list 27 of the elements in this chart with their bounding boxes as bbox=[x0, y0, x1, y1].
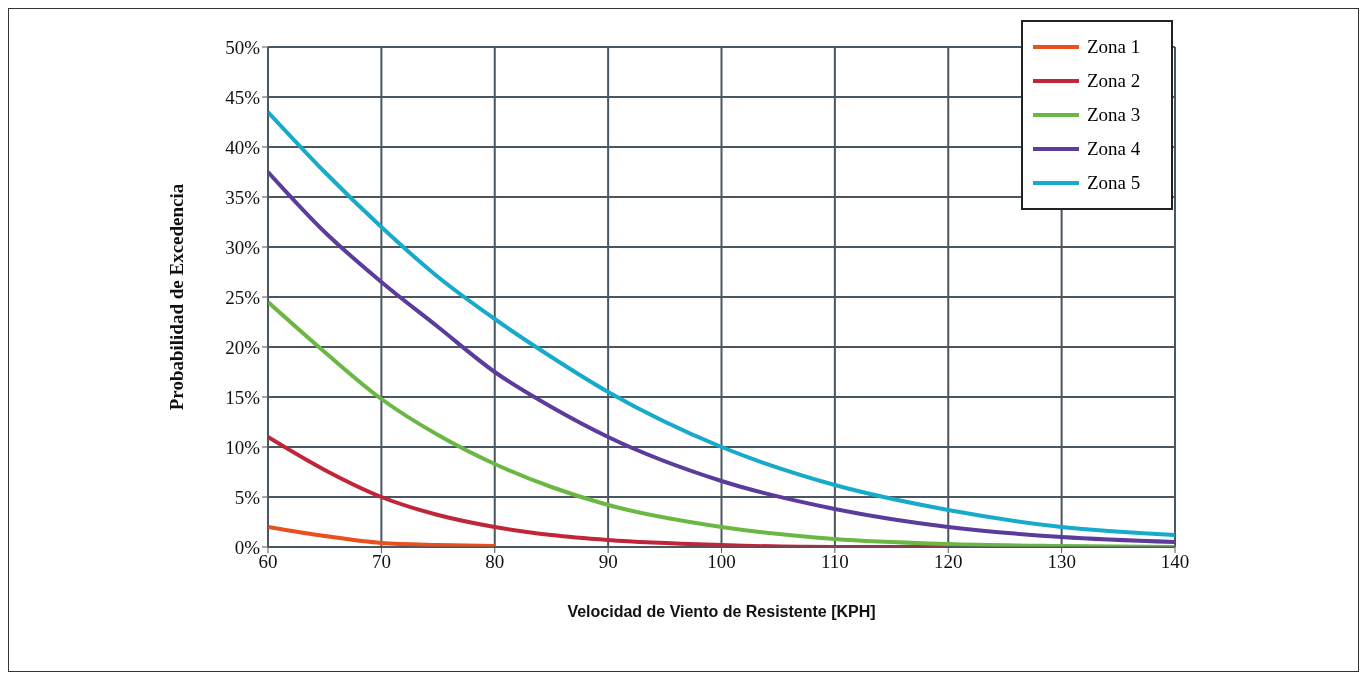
legend-label: Zona 1 bbox=[1087, 36, 1141, 58]
legend-label: Zona 2 bbox=[1087, 70, 1141, 92]
y-tick-label: 25% bbox=[225, 286, 261, 308]
x-axis-title: Velocidad de Viento de Resistente [KPH] bbox=[567, 603, 876, 620]
x-tick-label: 130 bbox=[1047, 551, 1076, 573]
y-tick-label: 5% bbox=[234, 486, 261, 508]
y-tick-label: 35% bbox=[225, 186, 261, 208]
x-tick-label: 80 bbox=[485, 551, 505, 573]
legend-label: Zona 3 bbox=[1087, 104, 1141, 126]
legend-label: Zona 4 bbox=[1087, 138, 1141, 160]
y-tick-label: 0% bbox=[234, 536, 261, 558]
y-tick-label: 15% bbox=[225, 386, 261, 408]
x-tick-label: 100 bbox=[707, 551, 736, 573]
x-tick-label: 110 bbox=[820, 551, 849, 573]
x-tick-label: 70 bbox=[371, 551, 391, 573]
y-tick-label: 50% bbox=[225, 36, 261, 58]
x-tick-label: 120 bbox=[934, 551, 963, 573]
legend-label: Zona 5 bbox=[1087, 172, 1141, 194]
x-tick-label: 140 bbox=[1160, 551, 1190, 573]
y-tick-label: 30% bbox=[225, 236, 261, 258]
x-tick-label: 90 bbox=[598, 551, 618, 573]
y-tick-label: 40% bbox=[225, 136, 261, 158]
line-series bbox=[268, 525, 497, 547]
y-tick-label: 20% bbox=[225, 336, 261, 358]
y-axis-title: Probabilidad de Excedencia bbox=[165, 183, 187, 411]
y-tick-label: 45% bbox=[225, 86, 261, 108]
y-tick-label: 10% bbox=[225, 436, 261, 458]
